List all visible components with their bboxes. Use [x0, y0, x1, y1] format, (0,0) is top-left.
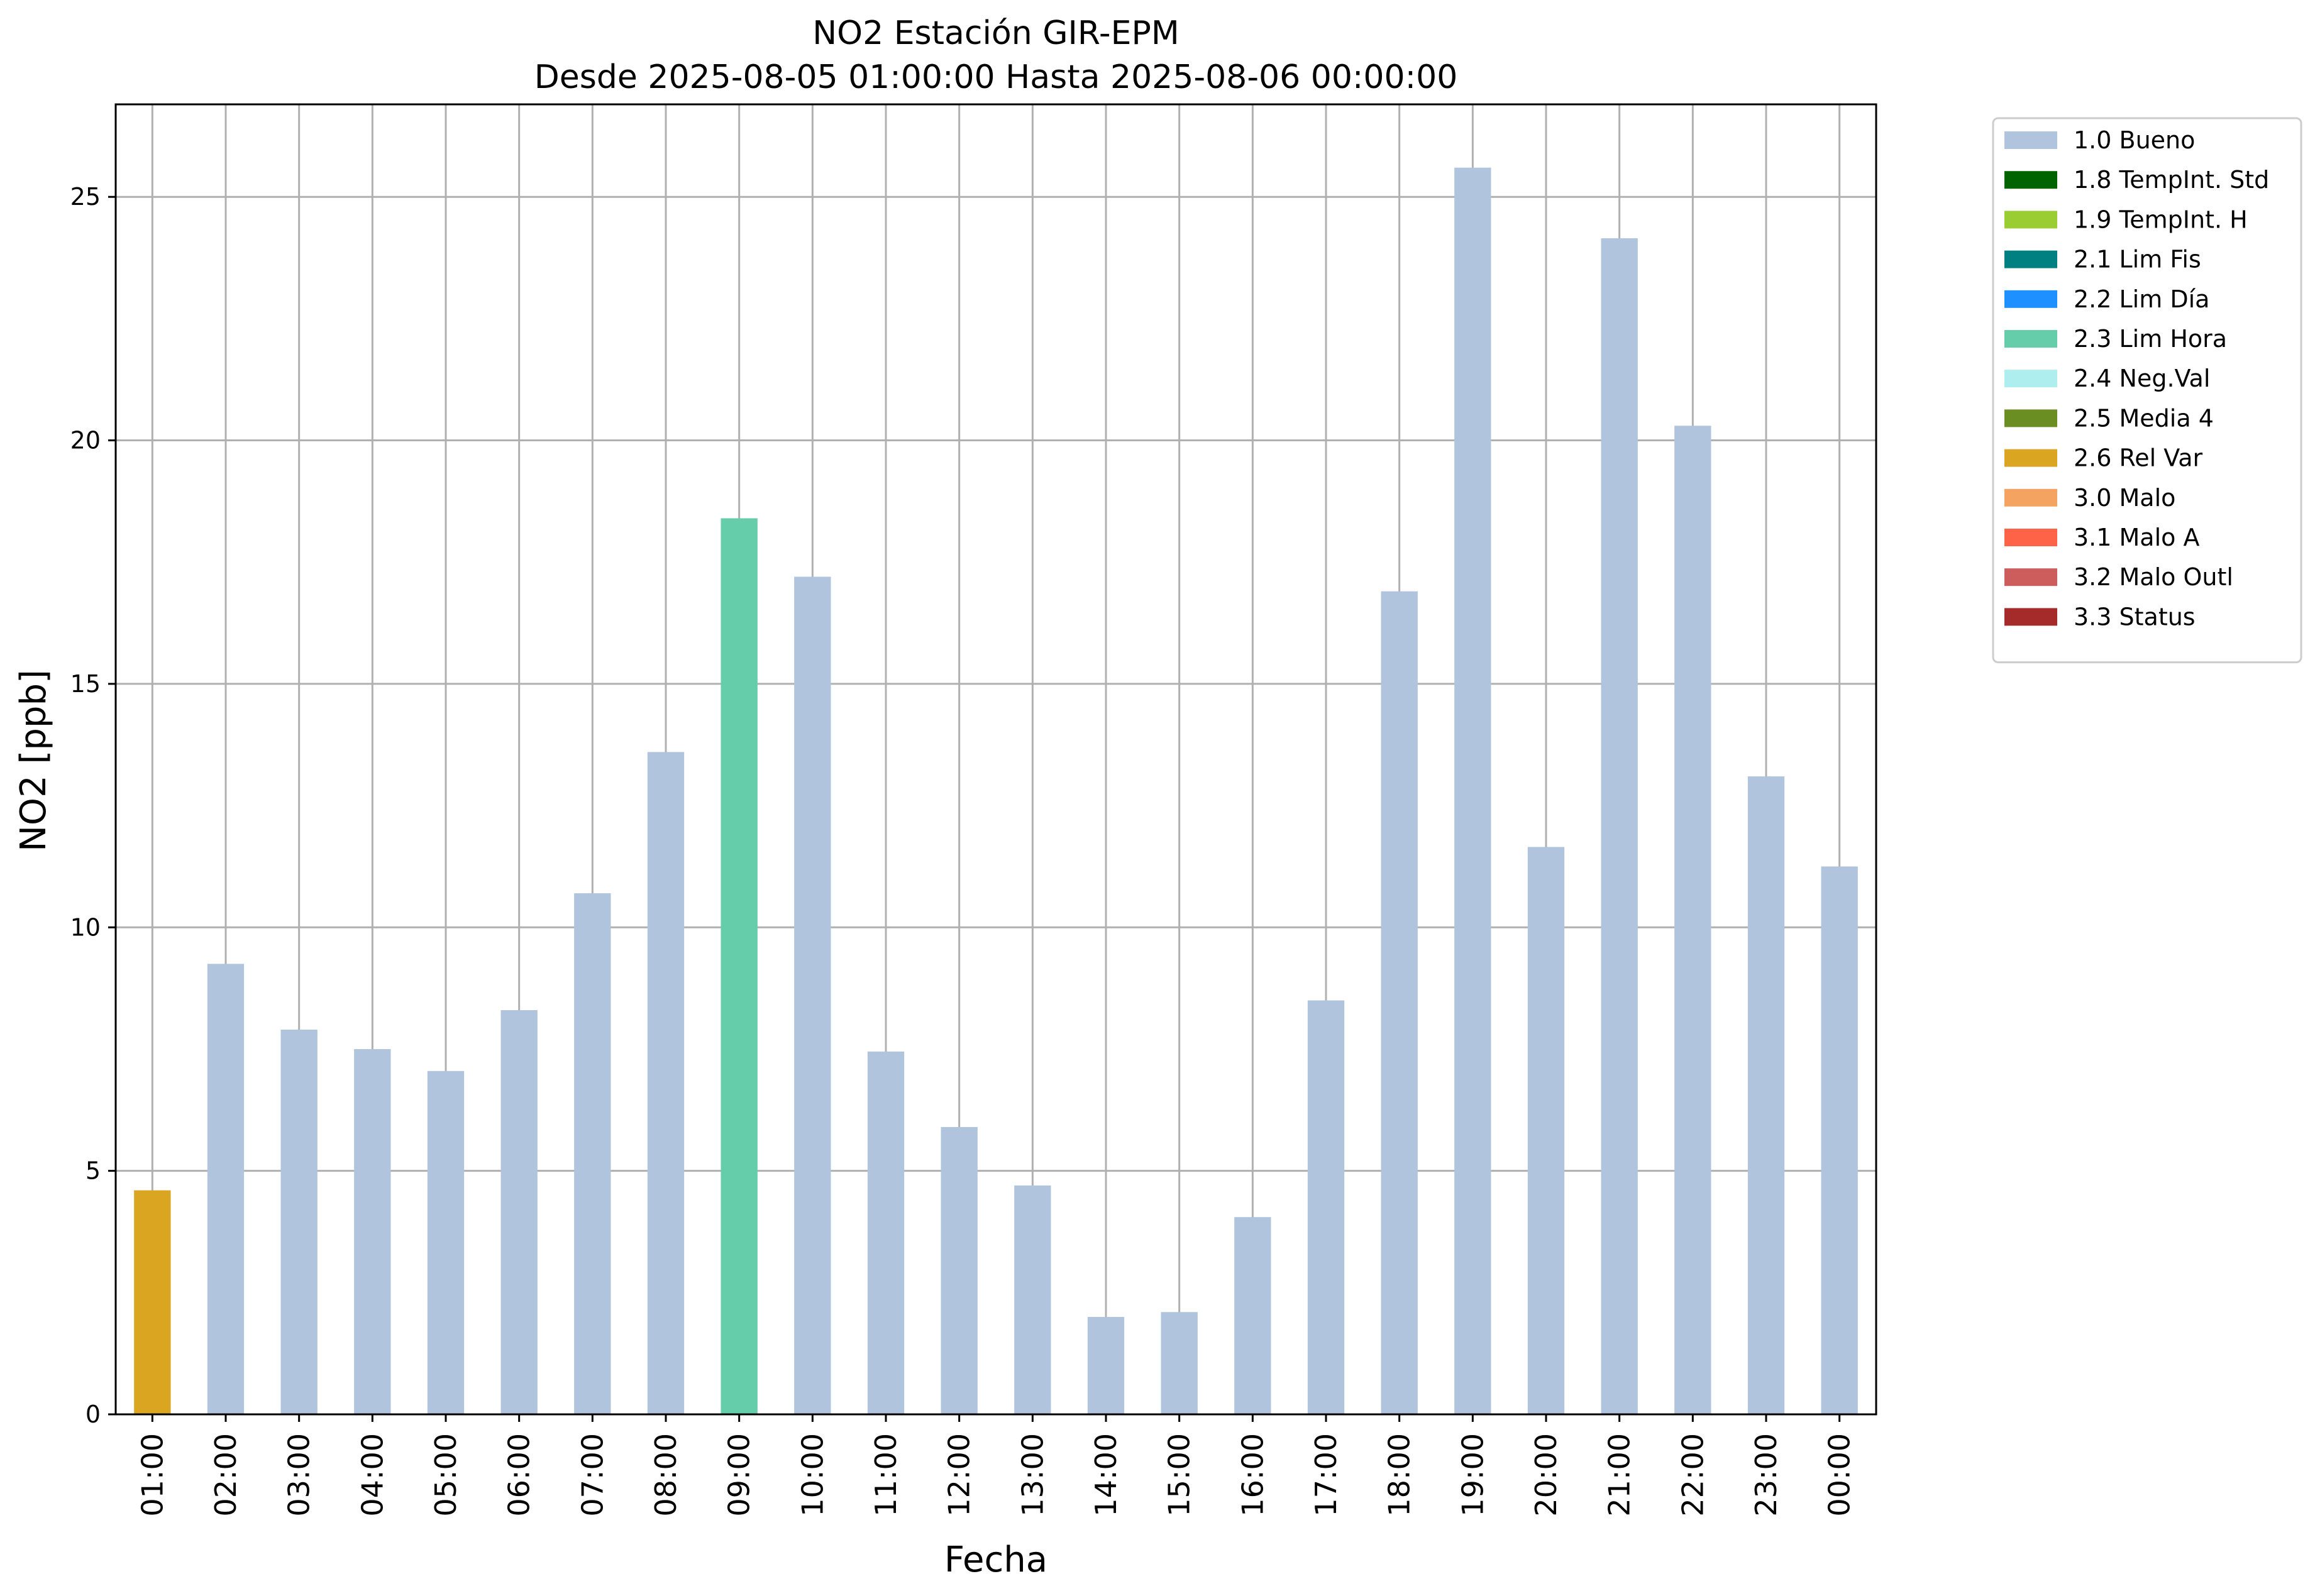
bar-10:00 — [794, 576, 831, 1415]
x-tick-label: 08:00 — [649, 1433, 683, 1517]
legend-entry: 2.3 Lim Hora — [2074, 325, 2227, 353]
bar-03:00 — [280, 1029, 318, 1414]
legend-entry: 2.4 Neg.Val — [2074, 365, 2210, 392]
legend-box — [1992, 117, 2302, 664]
bar-14:00 — [1087, 1317, 1125, 1414]
x-tick-label: 00:00 — [1823, 1433, 1857, 1517]
x-tick-label: 06:00 — [502, 1433, 536, 1517]
x-tick-label: 02:00 — [209, 1433, 243, 1517]
y-tick-label: 10 — [70, 913, 101, 941]
bar-11:00 — [867, 1051, 905, 1414]
x-tick-label: 13:00 — [1015, 1433, 1049, 1517]
legend-swatch — [2004, 131, 2057, 149]
y-tick-label: 5 — [86, 1157, 101, 1185]
bar-19:00 — [1454, 167, 1491, 1414]
chart-title: NO2 Estación GIR-EPM — [812, 14, 1179, 52]
x-tick-label: 18:00 — [1383, 1433, 1417, 1517]
legend-entry: 1.8 TempInt. Std — [2074, 166, 2269, 194]
legend-swatch — [2004, 171, 2057, 189]
bar-06:00 — [500, 1010, 538, 1414]
x-tick-label: 19:00 — [1456, 1433, 1489, 1517]
x-tick-label: 20:00 — [1529, 1433, 1563, 1517]
x-tick-label: 07:00 — [575, 1433, 609, 1517]
legend-swatch — [2004, 250, 2057, 268]
legend-swatch — [2004, 449, 2057, 467]
legend-swatch — [2004, 290, 2057, 308]
legend-entry: 1.0 Bueno — [2074, 126, 2195, 154]
legend-swatch — [2004, 568, 2057, 586]
legend-entry: 2.6 Rel Var — [2074, 444, 2203, 472]
y-tick-label: 15 — [70, 670, 101, 698]
bar-20:00 — [1527, 847, 1565, 1414]
x-tick-label: 03:00 — [282, 1433, 316, 1517]
x-tick-label: 22:00 — [1676, 1433, 1710, 1517]
x-tick-label: 17:00 — [1309, 1433, 1343, 1517]
x-tick-label: 21:00 — [1603, 1433, 1637, 1517]
y-tick-label: 25 — [70, 183, 101, 211]
bar-02:00 — [207, 964, 245, 1414]
bar-16:00 — [1234, 1217, 1271, 1414]
legend-entry: 3.2 Malo Outl — [2074, 563, 2233, 591]
legend-swatch — [2004, 330, 2057, 348]
x-tick-label: 14:00 — [1089, 1433, 1123, 1517]
x-tick-label: 05:00 — [429, 1433, 463, 1517]
legend-entry: 2.5 Media 4 — [2074, 404, 2214, 432]
axes: 0 5 10 15 20 25 01:00 02:00 03:00 04:00 05:00 06:00… — [70, 103, 1877, 1517]
x-tick-label: 12:00 — [942, 1433, 976, 1517]
legend-entry: 2.2 Lim Día — [2074, 285, 2209, 313]
bar-21:00 — [1601, 238, 1638, 1414]
legend-entry: 1.9 TempInt. H — [2074, 206, 2248, 233]
y-tick-label: 0 — [86, 1401, 101, 1428]
bar-09:00 — [721, 518, 758, 1415]
legend-swatch — [2004, 370, 2057, 388]
x-tick-label: 04:00 — [355, 1433, 389, 1517]
legend-swatch — [2004, 488, 2057, 507]
bar-04:00 — [354, 1048, 391, 1414]
legend-swatch — [2004, 211, 2057, 229]
x-tick-label: 09:00 — [722, 1433, 756, 1517]
x-tick-label: 23:00 — [1749, 1433, 1783, 1517]
bars — [134, 167, 1858, 1415]
legend: 1.0 Bueno 1.8 TempInt. Std 1.9 TempInt. H 2… — [1992, 117, 2302, 664]
bar-13:00 — [1014, 1185, 1051, 1414]
chart-subtitle: Desde 2025-08-05 01:00:00 Hasta 2025-08-… — [534, 58, 1458, 96]
bar-07:00 — [574, 893, 611, 1414]
bar-12:00 — [941, 1126, 978, 1414]
y-axis-label: NO2 [ppb] — [13, 669, 54, 852]
legend-entry: 3.0 Malo — [2074, 484, 2175, 512]
legend-swatch — [2004, 409, 2057, 427]
plot-frame — [114, 103, 1877, 1416]
bar-01:00 — [134, 1190, 171, 1414]
bar-18:00 — [1381, 591, 1418, 1414]
legend-entry: 3.3 Status — [2074, 603, 2196, 630]
bar-15:00 — [1161, 1312, 1198, 1414]
x-tick-label: 15:00 — [1163, 1433, 1196, 1517]
x-axis-label: Fecha — [944, 1539, 1047, 1580]
bar-05:00 — [427, 1070, 465, 1414]
legend-entry: 2.1 Lim Fis — [2074, 246, 2201, 273]
x-tick-label: 16:00 — [1235, 1433, 1269, 1517]
legend-swatch — [2004, 608, 2057, 626]
legend-entry: 3.1 Malo A — [2074, 524, 2199, 551]
bar-23:00 — [1747, 776, 1785, 1414]
legend-swatch — [2004, 529, 2057, 546]
bar-22:00 — [1674, 426, 1711, 1415]
bar-08:00 — [647, 752, 685, 1414]
x-tick-label: 01:00 — [135, 1433, 169, 1517]
x-tick-label: 10:00 — [795, 1433, 829, 1517]
y-tick-label: 20 — [70, 427, 101, 454]
bar-17:00 — [1307, 1000, 1345, 1414]
bar-00:00 — [1821, 866, 1858, 1414]
x-tick-label: 11:00 — [869, 1433, 903, 1517]
